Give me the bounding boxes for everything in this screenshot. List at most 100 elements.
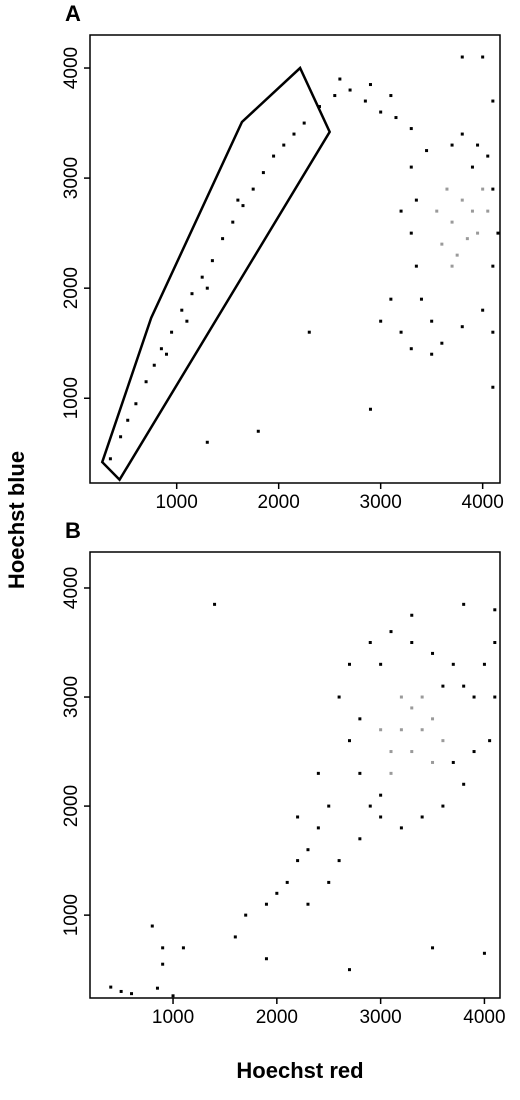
dot xyxy=(472,750,476,754)
x-tick-label: 1000 xyxy=(156,492,198,513)
dot xyxy=(496,231,500,235)
dot xyxy=(244,913,248,917)
dot xyxy=(236,198,240,202)
dot xyxy=(119,989,123,993)
dot xyxy=(333,94,337,98)
dot xyxy=(363,99,367,103)
dot xyxy=(414,198,418,202)
dot xyxy=(150,924,154,928)
dot xyxy=(460,132,464,136)
dot xyxy=(347,968,351,972)
dot xyxy=(409,231,413,235)
y-tick-label: 1000 xyxy=(61,894,82,936)
dot xyxy=(462,602,466,606)
dot xyxy=(155,986,159,990)
x-tick-label: 2000 xyxy=(258,492,300,513)
dot xyxy=(462,782,466,786)
dot xyxy=(482,662,486,666)
dot xyxy=(152,363,156,367)
dot xyxy=(462,684,466,688)
dot xyxy=(472,695,476,699)
dot xyxy=(108,457,112,461)
dot xyxy=(491,187,495,191)
dot xyxy=(358,717,362,721)
dot xyxy=(476,231,480,235)
dot xyxy=(435,209,439,213)
x-tick-label: 3000 xyxy=(359,1007,401,1028)
dot xyxy=(337,695,341,699)
dot xyxy=(272,154,276,158)
dot xyxy=(205,440,209,444)
dot xyxy=(261,171,265,175)
dot xyxy=(481,187,485,191)
dot xyxy=(180,308,184,312)
dot xyxy=(282,143,286,147)
dot xyxy=(205,286,209,290)
dot xyxy=(410,706,414,710)
dot xyxy=(368,804,372,808)
dot xyxy=(338,77,342,81)
dot xyxy=(465,237,469,241)
panel-label: B xyxy=(65,518,81,543)
dot xyxy=(399,209,403,213)
dot xyxy=(275,891,279,895)
dot xyxy=(317,105,321,109)
dot xyxy=(316,826,320,830)
dot xyxy=(445,187,449,191)
dot xyxy=(144,380,148,384)
dot xyxy=(425,149,429,153)
dot xyxy=(410,613,414,617)
dot xyxy=(493,641,497,645)
dot xyxy=(389,94,393,98)
y-tick-label: 2000 xyxy=(61,785,82,827)
dot xyxy=(441,684,445,688)
dot xyxy=(130,992,134,996)
dot xyxy=(451,760,455,764)
dot xyxy=(389,771,393,775)
dot xyxy=(486,209,490,213)
dot xyxy=(306,902,310,906)
dot xyxy=(307,330,311,334)
x-tick-label: 4000 xyxy=(463,1007,505,1028)
dot xyxy=(302,121,306,125)
dot xyxy=(455,253,459,257)
dot xyxy=(159,347,163,351)
dot xyxy=(430,352,434,356)
dot xyxy=(200,275,204,279)
dot xyxy=(264,902,268,906)
dot xyxy=(493,608,497,612)
dot xyxy=(337,859,341,863)
dot xyxy=(410,750,414,754)
dot xyxy=(482,951,486,955)
dot xyxy=(430,319,434,323)
dot xyxy=(379,110,383,114)
dot xyxy=(440,341,444,345)
x-tick-label: 4000 xyxy=(462,492,504,513)
y-tick-label: 1000 xyxy=(61,377,82,419)
y-tick-label: 4000 xyxy=(61,47,82,89)
y-axis-label: Hoechst blue xyxy=(4,451,29,589)
dot xyxy=(256,429,260,433)
x-tick-label: 3000 xyxy=(360,492,402,513)
dot xyxy=(164,352,168,356)
dot xyxy=(460,198,464,202)
dot xyxy=(379,815,383,819)
dot xyxy=(476,143,480,147)
dot xyxy=(190,292,194,296)
dot xyxy=(441,804,445,808)
dot xyxy=(491,264,495,268)
y-tick-label: 3000 xyxy=(61,157,82,199)
dot xyxy=(134,402,138,406)
dot xyxy=(231,220,235,224)
dot xyxy=(389,750,393,754)
dot xyxy=(399,826,403,830)
x-tick-label: 1000 xyxy=(152,1007,194,1028)
dot xyxy=(431,946,435,950)
dot xyxy=(181,946,185,950)
dot xyxy=(171,994,175,998)
dot xyxy=(241,204,245,208)
dot xyxy=(450,264,454,268)
y-tick-label: 3000 xyxy=(61,676,82,718)
dot xyxy=(327,804,331,808)
x-axis-label: Hoechst red xyxy=(236,1058,363,1083)
